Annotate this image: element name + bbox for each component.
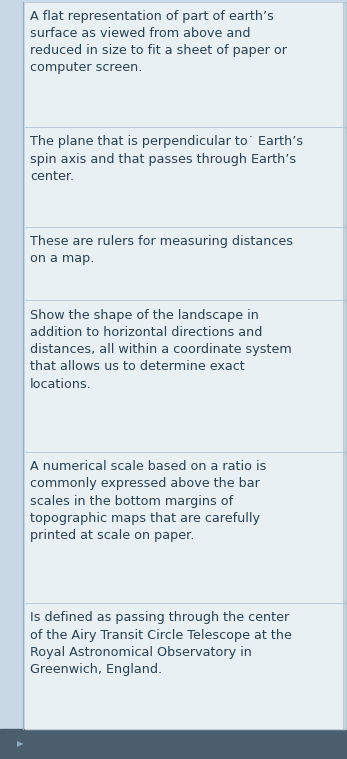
Text: A flat representation of part of earth’s
surface as viewed from above and
reduce: A flat representation of part of earth’s… xyxy=(30,10,287,74)
Bar xyxy=(25,301,345,452)
Bar xyxy=(25,452,345,603)
Bar xyxy=(25,127,345,227)
Bar xyxy=(343,227,347,301)
Text: A numerical scale based on a ratio is
commonly expressed above the bar
scales in: A numerical scale based on a ratio is co… xyxy=(30,460,266,542)
Text: ▶: ▶ xyxy=(17,739,24,748)
Bar xyxy=(343,127,347,227)
Bar xyxy=(25,2,345,127)
Bar xyxy=(0,729,347,759)
Bar xyxy=(25,603,345,729)
Text: These are rulers for measuring distances
on a map.: These are rulers for measuring distances… xyxy=(30,235,293,265)
Text: The plane that is perpendicular to˙ Earth’s
spin axis and that passes through Ea: The plane that is perpendicular to˙ Eart… xyxy=(30,135,303,183)
Bar xyxy=(343,301,347,452)
Text: Is defined as passing through the center
of the Airy Transit Circle Telescope at: Is defined as passing through the center… xyxy=(30,612,292,676)
Text: Show the shape of the landscape in
addition to horizontal directions and
distanc: Show the shape of the landscape in addit… xyxy=(30,309,292,391)
Bar xyxy=(343,2,347,127)
Bar xyxy=(343,603,347,729)
Bar xyxy=(25,227,345,301)
Bar xyxy=(343,452,347,603)
